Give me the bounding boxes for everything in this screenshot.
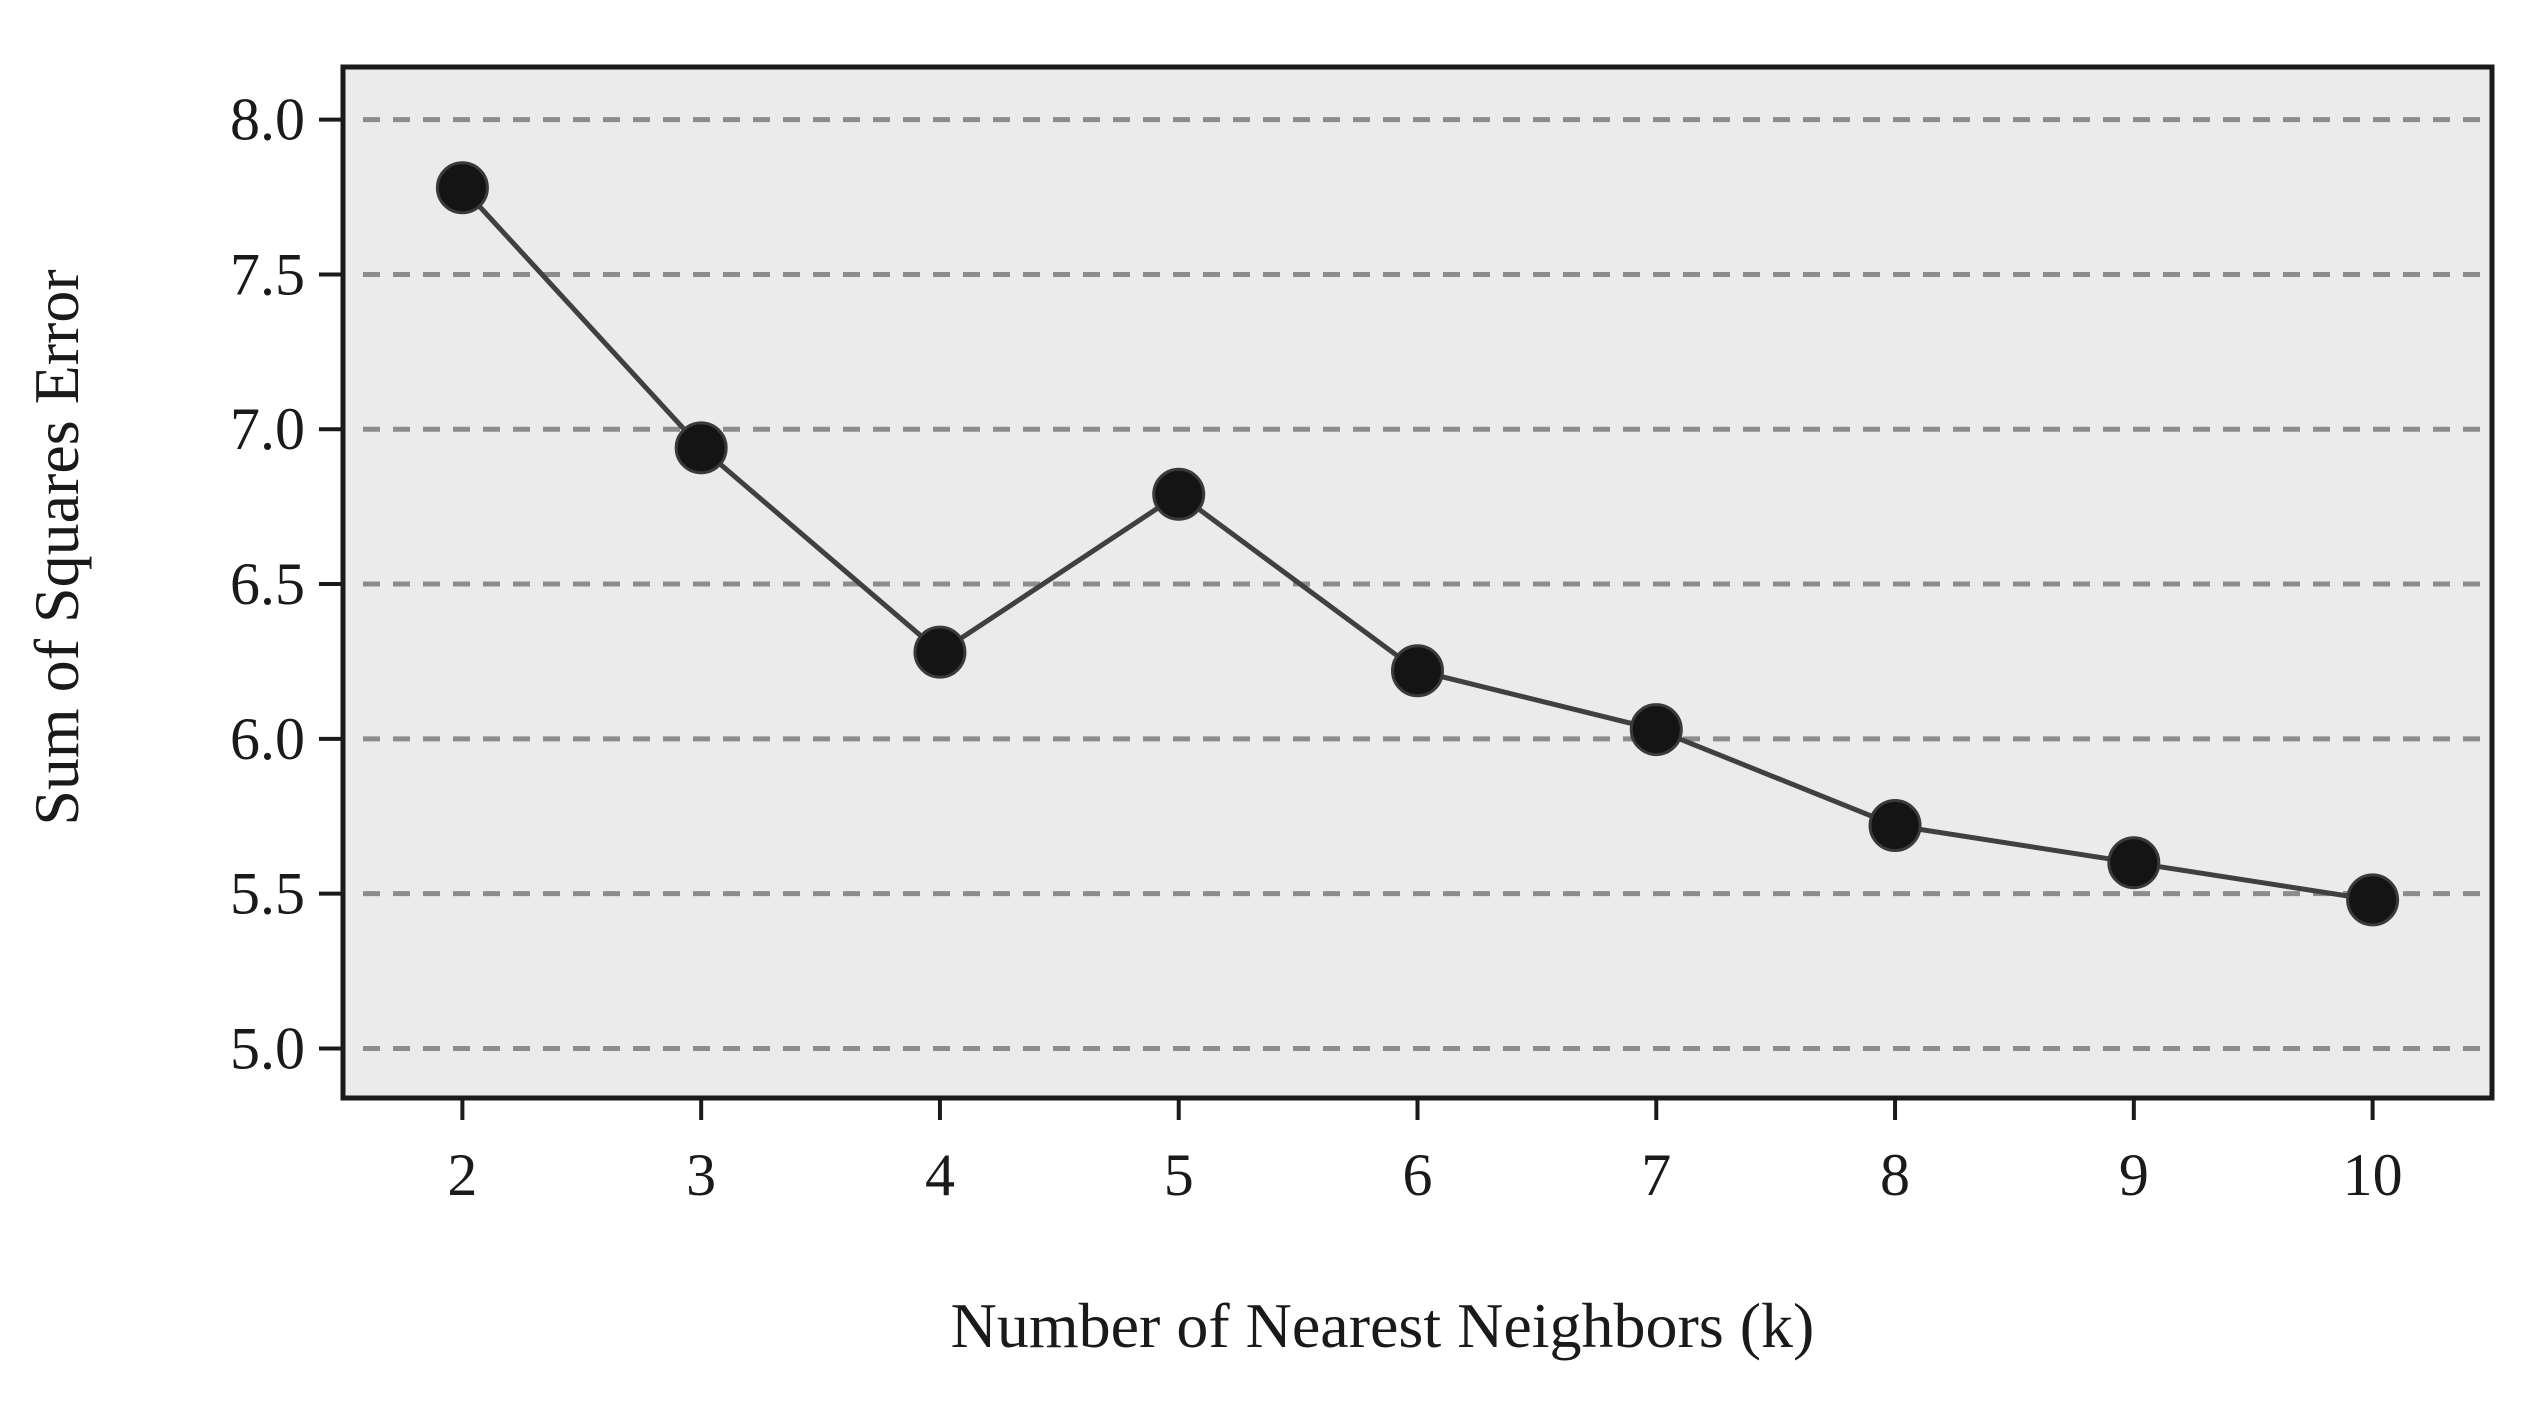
x-tick-label: 2 bbox=[447, 1142, 477, 1208]
x-tick-label: 4 bbox=[925, 1142, 955, 1208]
y-tick-label: 5.5 bbox=[230, 861, 305, 927]
data-point bbox=[435, 161, 489, 215]
x-tick-label: 9 bbox=[2119, 1142, 2149, 1208]
x-tick-label: 8 bbox=[1880, 1142, 1910, 1208]
grid-lines bbox=[363, 117, 2486, 1051]
data-point bbox=[913, 625, 967, 679]
x-tick-label: 6 bbox=[1403, 1142, 1433, 1208]
y-axis-title: Sum of Squares Error bbox=[21, 269, 92, 825]
data-point bbox=[2346, 873, 2400, 927]
y-tick-label: 7.5 bbox=[230, 241, 305, 307]
data-point bbox=[1152, 467, 1206, 521]
data-point bbox=[1629, 703, 1683, 757]
x-tick-label: 7 bbox=[1641, 1142, 1671, 1208]
x-tick-label: 10 bbox=[2343, 1142, 2403, 1208]
series bbox=[435, 161, 2400, 927]
data-point bbox=[2107, 836, 2161, 890]
y-tick-label: 8.0 bbox=[230, 87, 305, 153]
data-point bbox=[1868, 799, 1922, 853]
x-axis-title: Number of Nearest Neighbors (k) bbox=[951, 1290, 1815, 1361]
data-point bbox=[1391, 644, 1444, 698]
y-tick-label: 5.0 bbox=[230, 1015, 305, 1081]
y-tick-label: 7.0 bbox=[230, 396, 305, 462]
plot-frame bbox=[340, 64, 2495, 1101]
y-tick-label: 6.0 bbox=[230, 706, 305, 772]
axes: 5.0 5.5 6.0 6.5 7.0 7.5 8.0 2 3 4 5 6 7 8 9 10 bbox=[230, 87, 2403, 1208]
data-point bbox=[674, 421, 728, 475]
x-tick-label: 5 bbox=[1164, 1142, 1194, 1208]
x-tick-label: 3 bbox=[686, 1142, 716, 1208]
y-tick-label: 6.5 bbox=[230, 551, 305, 617]
